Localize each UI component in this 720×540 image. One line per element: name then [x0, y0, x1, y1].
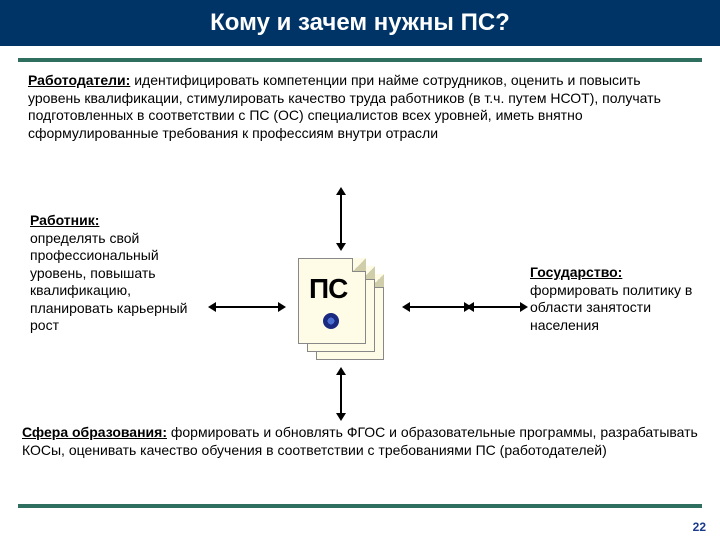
- arrow-down: [340, 375, 342, 413]
- seal-icon: [323, 313, 339, 329]
- rule-top: [18, 58, 702, 62]
- block-state: Государство: формировать политику в обла…: [530, 264, 708, 334]
- arrow-left-b: [410, 306, 464, 308]
- employee-text: определять свой профессиональный уровень…: [30, 230, 210, 335]
- doc-label: ПС: [309, 273, 347, 305]
- block-employee: Работник: определять свой профессиональн…: [30, 212, 210, 335]
- arrow-right: [474, 306, 520, 308]
- rule-bottom: [18, 504, 702, 508]
- page-title: Кому и зачем нужны ПС?: [210, 9, 510, 37]
- doc-front: ПС: [298, 258, 366, 344]
- title-bar: Кому и зачем нужны ПС?: [0, 0, 720, 46]
- arrow-left-a: [216, 306, 278, 308]
- education-lead: Сфера образования:: [22, 424, 167, 440]
- doc-stack: ПС: [298, 258, 380, 360]
- block-education: Сфера образования: формировать и обновля…: [22, 424, 702, 459]
- state-lead: Государство:: [530, 264, 708, 282]
- arrow-up: [340, 195, 342, 243]
- employers-lead: Работодатели:: [28, 72, 130, 88]
- state-text: формировать политику в области занятости…: [530, 282, 708, 335]
- employee-lead: Работник:: [30, 212, 210, 230]
- page-number: 22: [693, 520, 706, 534]
- block-employers: Работодатели: идентифицировать компетенц…: [28, 72, 688, 142]
